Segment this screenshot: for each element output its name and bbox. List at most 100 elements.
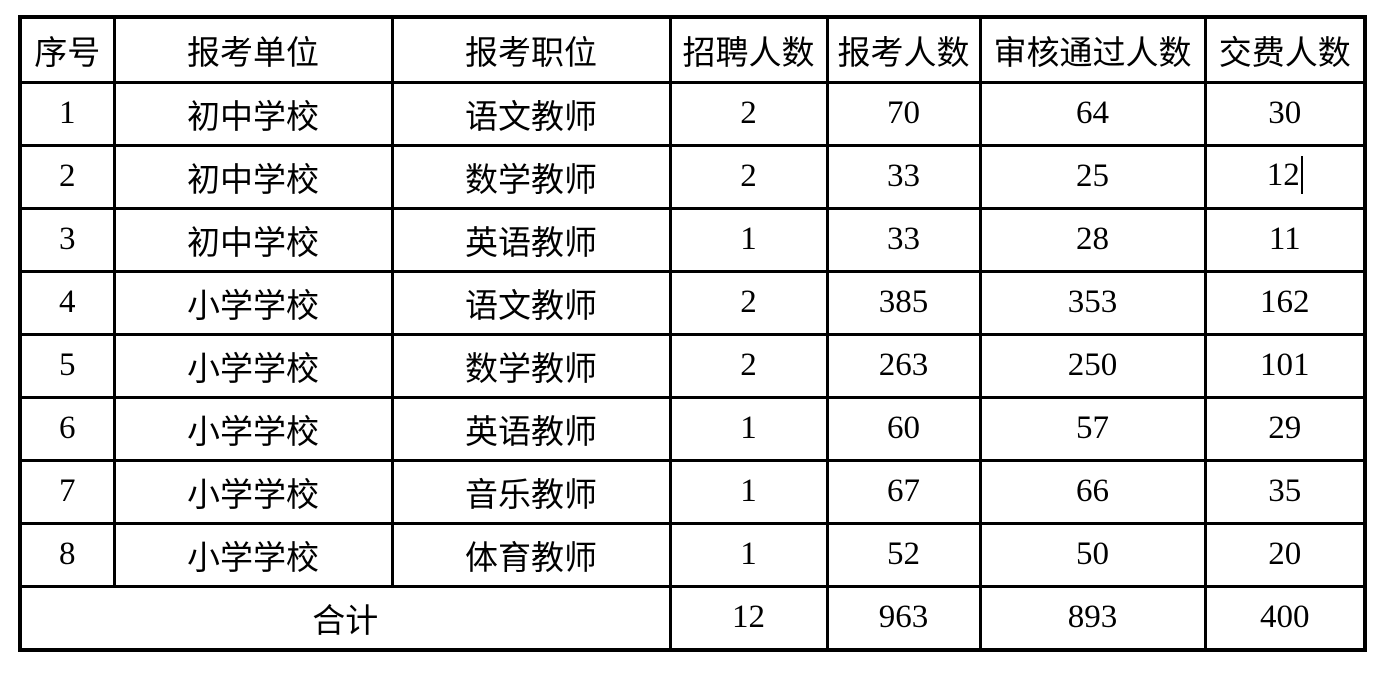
- cell-index[interactable]: 6: [18, 395, 116, 462]
- cell-text: 1: [740, 536, 757, 572]
- cell-applicant-count[interactable]: 33: [825, 206, 982, 273]
- cell-text: 5: [59, 347, 76, 383]
- cell-applicant-count[interactable]: 67: [825, 458, 982, 525]
- table-row: 2 初中学校 数学教师 2 33 25 12: [18, 143, 1367, 210]
- table-row: 8 小学学校 体育教师 1 52 50 20: [18, 521, 1367, 588]
- table-row: 3 初中学校 英语教师 1 33 28 11: [18, 206, 1367, 273]
- cell-unit[interactable]: 小学学校: [112, 395, 394, 462]
- cell-text: 33: [887, 158, 920, 194]
- cell-position[interactable]: 数学教师: [390, 332, 672, 399]
- cell-unit[interactable]: 小学学校: [112, 332, 394, 399]
- cell-index[interactable]: 1: [18, 80, 116, 147]
- cell-paid-count[interactable]: 29: [1203, 395, 1367, 462]
- cell-text: 小学学校: [187, 351, 319, 388]
- cell-text: 2: [740, 158, 757, 194]
- cell-paid-count[interactable]: 35: [1203, 458, 1367, 525]
- cell-unit[interactable]: 小学学校: [112, 521, 394, 588]
- cell-text: 29: [1268, 410, 1302, 446]
- cell-applicant-count[interactable]: 70: [825, 80, 982, 147]
- cell-index[interactable]: 2: [18, 143, 116, 210]
- cell-applicant-count[interactable]: 52: [825, 521, 982, 588]
- cell-text: 英语教师: [465, 225, 597, 262]
- cell-recruit-count[interactable]: 2: [668, 80, 829, 147]
- cell-position[interactable]: 数学教师: [390, 143, 672, 210]
- cell-text: 64: [1076, 95, 1109, 131]
- cell-text: 数学教师: [465, 351, 597, 388]
- cell-paid-count[interactable]: 20: [1203, 521, 1367, 588]
- cell-position[interactable]: 语文教师: [390, 80, 672, 147]
- cell-text: 1: [740, 473, 757, 509]
- cell-paid-count[interactable]: 162: [1203, 269, 1367, 336]
- cell-position[interactable]: 音乐教师: [390, 458, 672, 525]
- cell-paid-count[interactable]: 11: [1203, 206, 1367, 273]
- header-cell-unit[interactable]: 报考单位: [112, 15, 394, 84]
- cell-unit[interactable]: 小学学校: [112, 458, 394, 525]
- cell-approved-count[interactable]: 57: [978, 395, 1207, 462]
- cell-position[interactable]: 英语教师: [390, 395, 672, 462]
- header-cell-recruit-count[interactable]: 招聘人数: [668, 15, 829, 84]
- cell-approved-count[interactable]: 50: [978, 521, 1207, 588]
- table-body: 1 初中学校 语文教师 2 70 64 30 2 初中学校 数学教师 2 33 25 12 3 初中学校 英语教…: [18, 80, 1367, 588]
- cell-text: 12: [1266, 156, 1300, 193]
- header-cell-paid-count[interactable]: 交费人数: [1203, 15, 1367, 84]
- cell-text: 11: [1268, 221, 1301, 257]
- cell-recruit-count[interactable]: 1: [668, 206, 829, 273]
- cell-index[interactable]: 3: [18, 206, 116, 273]
- cell-recruit-count[interactable]: 2: [668, 143, 829, 210]
- header-cell-applicant-count[interactable]: 报考人数: [825, 15, 982, 84]
- cell-paid-count[interactable]: 101: [1203, 332, 1367, 399]
- total-cell-paid-count[interactable]: 400: [1203, 584, 1367, 652]
- header-cell-index[interactable]: 序号: [18, 15, 116, 84]
- cell-text: 52: [887, 536, 920, 572]
- table-row: 1 初中学校 语文教师 2 70 64 30: [18, 80, 1367, 147]
- cell-text: 7: [59, 473, 76, 509]
- cell-recruit-count[interactable]: 2: [668, 269, 829, 336]
- cell-text: 70: [887, 95, 920, 131]
- cell-recruit-count[interactable]: 1: [668, 458, 829, 525]
- cell-index[interactable]: 4: [18, 269, 116, 336]
- cell-recruit-count[interactable]: 1: [668, 395, 829, 462]
- total-label-cell[interactable]: 合计: [18, 584, 672, 652]
- cell-paid-count[interactable]: 12: [1203, 143, 1367, 210]
- cell-approved-count[interactable]: 250: [978, 332, 1207, 399]
- total-cell-approved-count[interactable]: 893: [978, 584, 1207, 652]
- cell-approved-count[interactable]: 28: [978, 206, 1207, 273]
- cell-text: 35: [1268, 473, 1302, 509]
- cell-position[interactable]: 语文教师: [390, 269, 672, 336]
- cell-applicant-count[interactable]: 263: [825, 332, 982, 399]
- cell-index[interactable]: 7: [18, 458, 116, 525]
- cell-approved-count[interactable]: 66: [978, 458, 1207, 525]
- header-cell-approved-count[interactable]: 审核通过人数: [978, 15, 1207, 84]
- cell-unit[interactable]: 小学学校: [112, 269, 394, 336]
- cell-text: 385: [878, 284, 929, 320]
- cell-recruit-count[interactable]: 2: [668, 332, 829, 399]
- cell-recruit-count[interactable]: 1: [668, 521, 829, 588]
- cell-paid-count[interactable]: 30: [1203, 80, 1367, 147]
- cell-applicant-count[interactable]: 60: [825, 395, 982, 462]
- cell-text: 2: [740, 284, 757, 320]
- table-row: 5 小学学校 数学教师 2 263 250 101: [18, 332, 1367, 399]
- cell-position[interactable]: 体育教师: [390, 521, 672, 588]
- cell-approved-count[interactable]: 25: [978, 143, 1207, 210]
- cell-text: 语文教师: [465, 99, 597, 136]
- cell-index[interactable]: 5: [18, 332, 116, 399]
- cell-index[interactable]: 8: [18, 521, 116, 588]
- total-cell-applicant-count[interactable]: 963: [825, 584, 982, 652]
- cell-approved-count[interactable]: 64: [978, 80, 1207, 147]
- cell-text: 33: [887, 221, 920, 257]
- cell-text: 353: [1067, 284, 1118, 320]
- cell-unit[interactable]: 初中学校: [112, 206, 394, 273]
- cell-unit[interactable]: 初中学校: [112, 143, 394, 210]
- cell-text: 20: [1268, 536, 1302, 572]
- total-cell-recruit-count[interactable]: 12: [668, 584, 829, 652]
- cell-text: 初中学校: [187, 99, 319, 136]
- cell-approved-count[interactable]: 353: [978, 269, 1207, 336]
- header-cell-position[interactable]: 报考职位: [390, 15, 672, 84]
- cell-applicant-count[interactable]: 385: [825, 269, 982, 336]
- cell-applicant-count[interactable]: 33: [825, 143, 982, 210]
- cell-text: 体育教师: [465, 540, 597, 577]
- cell-position[interactable]: 英语教师: [390, 206, 672, 273]
- cell-text: 语文教师: [465, 288, 597, 325]
- cell-unit[interactable]: 初中学校: [112, 80, 394, 147]
- cell-text: 66: [1076, 473, 1109, 509]
